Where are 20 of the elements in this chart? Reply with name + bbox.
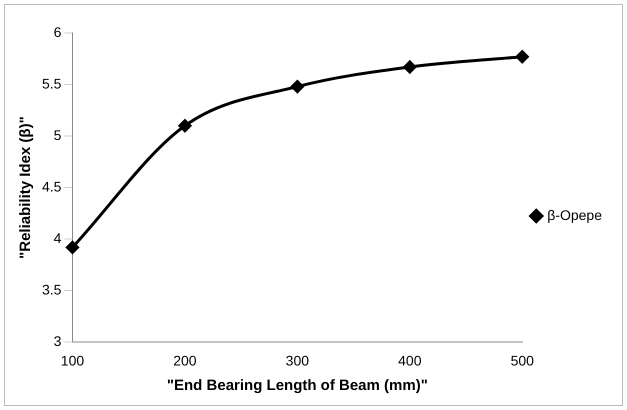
x-tick-label: 200 xyxy=(173,352,197,368)
point xyxy=(290,80,304,94)
y-tick-label: 5.5 xyxy=(42,75,62,92)
y-axis-title: "Reliability Idex (β)" xyxy=(17,116,34,259)
y-tick-label: 6 xyxy=(54,24,62,40)
y-tick-label: 5 xyxy=(54,126,62,143)
y-tick-label: 4.5 xyxy=(42,178,62,194)
x-tick-label: 400 xyxy=(398,352,422,368)
y-tick-label: 3 xyxy=(54,333,62,350)
legend-label: β-Opepe xyxy=(547,206,602,223)
point xyxy=(178,119,192,132)
x-tick-label: 300 xyxy=(286,352,310,368)
x-axis-title: "End Bearing Length of Beam (mm)" xyxy=(166,377,428,394)
point xyxy=(403,60,416,74)
x-tick-label: 500 xyxy=(510,352,534,368)
x-tick-label: 100 xyxy=(60,352,84,368)
y-tick-label: 4 xyxy=(54,230,62,246)
point xyxy=(66,240,79,254)
y-tick-label: 3.5 xyxy=(42,282,62,298)
point xyxy=(516,50,529,64)
